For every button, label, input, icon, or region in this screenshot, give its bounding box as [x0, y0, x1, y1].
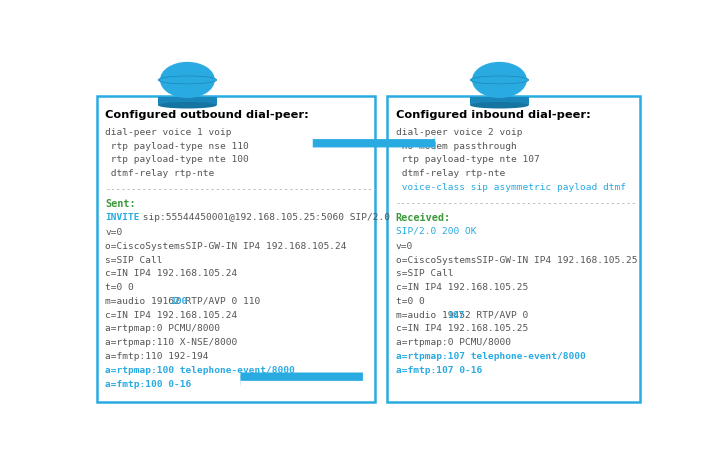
FancyBboxPatch shape — [470, 97, 528, 105]
Text: m=audio 19162 RTP/AVP 0 110: m=audio 19162 RTP/AVP 0 110 — [106, 297, 267, 306]
Text: ----------------------------------------------------: ----------------------------------------… — [106, 186, 378, 195]
Text: no modem passthrough: no modem passthrough — [395, 141, 516, 150]
Text: a=rtpmap:107 telephone-event/8000: a=rtpmap:107 telephone-event/8000 — [395, 352, 585, 361]
Text: t=0 0: t=0 0 — [395, 297, 424, 306]
Text: t=0 0: t=0 0 — [106, 283, 134, 292]
Ellipse shape — [158, 102, 216, 109]
Text: c=IN IP4 192.168.105.24: c=IN IP4 192.168.105.24 — [106, 269, 238, 279]
Text: a=fmtp:110 192-194: a=fmtp:110 192-194 — [106, 352, 209, 361]
FancyBboxPatch shape — [387, 96, 641, 402]
Text: Configured inbound dial-peer:: Configured inbound dial-peer: — [395, 110, 590, 120]
Text: Sent:: Sent: — [106, 199, 136, 209]
Text: dial-peer voice 1 voip: dial-peer voice 1 voip — [106, 128, 232, 137]
Text: rtp payload-type nte 107: rtp payload-type nte 107 — [395, 156, 539, 164]
Text: dtmf-relay rtp-nte: dtmf-relay rtp-nte — [106, 169, 215, 178]
Text: SIP/2.0 200 OK: SIP/2.0 200 OK — [395, 227, 476, 236]
Text: a=rtpmap:100 telephone-event/8000: a=rtpmap:100 telephone-event/8000 — [106, 366, 296, 375]
FancyBboxPatch shape — [96, 96, 375, 402]
Text: a=rtpmap:0 PCMU/8000: a=rtpmap:0 PCMU/8000 — [106, 324, 221, 334]
Circle shape — [160, 63, 214, 97]
Text: s=SIP Call: s=SIP Call — [395, 269, 453, 279]
Text: rtp payload-type nse 110: rtp payload-type nse 110 — [106, 141, 249, 150]
Text: INVITE: INVITE — [106, 213, 140, 222]
Text: v=0: v=0 — [395, 242, 413, 251]
Text: c=IN IP4 192.168.105.25: c=IN IP4 192.168.105.25 — [395, 283, 528, 292]
Ellipse shape — [470, 76, 528, 84]
Text: m=audio 19452 RTP/AVP 0: m=audio 19452 RTP/AVP 0 — [395, 311, 533, 320]
Text: a=fmtp:107 0-16: a=fmtp:107 0-16 — [395, 366, 482, 375]
Text: voice-class sip asymmetric payload dtmf: voice-class sip asymmetric payload dtmf — [395, 183, 626, 192]
Text: rtp payload-type nte 100: rtp payload-type nte 100 — [106, 156, 249, 164]
Text: c=IN IP4 192.168.105.25: c=IN IP4 192.168.105.25 — [395, 324, 528, 334]
Text: v=0: v=0 — [106, 228, 123, 237]
Text: a=rtpmap:110 X-NSE/8000: a=rtpmap:110 X-NSE/8000 — [106, 338, 238, 347]
Text: dial-peer voice 2 voip: dial-peer voice 2 voip — [395, 128, 522, 137]
Text: a=rtpmap:0 PCMU/8000: a=rtpmap:0 PCMU/8000 — [395, 338, 510, 347]
FancyBboxPatch shape — [158, 97, 216, 105]
Text: 100: 100 — [170, 297, 188, 306]
Text: o=CiscoSystemsSIP-GW-IN IP4 192.168.105.25: o=CiscoSystemsSIP-GW-IN IP4 192.168.105.… — [395, 256, 637, 265]
Text: s=SIP Call: s=SIP Call — [106, 256, 163, 265]
Ellipse shape — [470, 102, 528, 109]
Text: Received:: Received: — [395, 213, 451, 223]
Text: ----------------------------------------------: ----------------------------------------… — [395, 199, 637, 208]
Ellipse shape — [158, 76, 216, 84]
Text: dtmf-relay rtp-nte: dtmf-relay rtp-nte — [395, 169, 505, 178]
Text: c=IN IP4 192.168.105.24: c=IN IP4 192.168.105.24 — [106, 311, 238, 320]
Text: sip:55544450001@192.168.105.25:5060 SIP/2.0: sip:55544450001@192.168.105.25:5060 SIP/… — [137, 213, 390, 222]
Text: 107: 107 — [447, 311, 464, 320]
Circle shape — [472, 63, 526, 97]
Text: Configured outbound dial-peer:: Configured outbound dial-peer: — [106, 110, 309, 120]
Text: o=CiscoSystemsSIP-GW-IN IP4 192.168.105.24: o=CiscoSystemsSIP-GW-IN IP4 192.168.105.… — [106, 242, 347, 251]
Text: a=fmtp:100 0-16: a=fmtp:100 0-16 — [106, 379, 192, 389]
